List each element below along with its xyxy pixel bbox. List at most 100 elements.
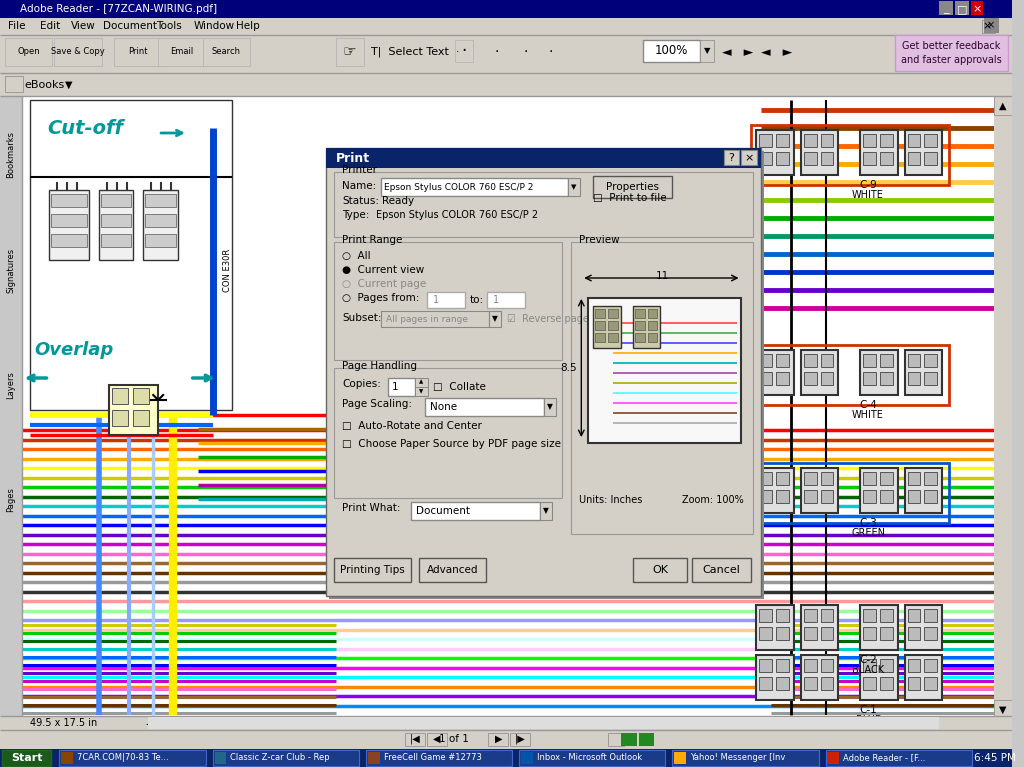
Text: ▼: ▼ (998, 705, 1007, 715)
Text: ▼: ▼ (419, 390, 423, 394)
Bar (100, 214, 131, 227)
Bar (863, 152, 876, 165)
Bar (804, 659, 816, 672)
Bar (804, 134, 816, 147)
Bar (801, 468, 839, 513)
Bar (595, 309, 605, 318)
Bar (213, 750, 358, 766)
Bar (544, 398, 556, 416)
Bar (776, 490, 788, 503)
Bar (0, 749, 1013, 767)
Text: 49.5 x 17.5 in: 49.5 x 17.5 in (30, 718, 97, 728)
Text: 11: 11 (655, 271, 669, 281)
Text: C-9: C-9 (859, 180, 877, 190)
Text: C-1: C-1 (859, 705, 877, 715)
Text: ▶: ▶ (495, 734, 502, 744)
Text: Page Scaling:: Page Scaling: (342, 399, 412, 409)
Bar (904, 605, 942, 650)
Text: Subset:: Subset: (342, 313, 382, 323)
Text: ☑  Reverse pages: ☑ Reverse pages (507, 314, 594, 324)
Bar (425, 398, 544, 416)
Text: Print Range: Print Range (342, 235, 402, 245)
Text: Pages: Pages (6, 488, 15, 512)
Bar (925, 472, 937, 485)
Text: Units: Inches: Units: Inches (580, 495, 643, 505)
Bar (925, 490, 937, 503)
Bar (455, 40, 472, 62)
Bar (100, 234, 131, 247)
Bar (639, 733, 654, 746)
Bar (647, 333, 657, 342)
Bar (880, 472, 893, 485)
Bar (61, 752, 73, 764)
Bar (863, 472, 876, 485)
Text: Epson Stylus COLOR 760 ESC/P 2: Epson Stylus COLOR 760 ESC/P 2 (376, 210, 538, 220)
Bar (145, 214, 176, 227)
Text: □: □ (956, 4, 968, 14)
Text: C-3: C-3 (859, 518, 877, 528)
Bar (907, 609, 921, 622)
Bar (0, 716, 1013, 730)
Text: Tools: Tools (157, 21, 182, 31)
Bar (203, 38, 250, 66)
Text: Print: Print (128, 48, 147, 57)
Bar (880, 372, 893, 385)
Bar (982, 20, 994, 33)
Bar (145, 194, 176, 207)
Bar (327, 148, 761, 168)
Bar (759, 134, 772, 147)
Bar (860, 350, 898, 395)
Text: Status:: Status: (342, 196, 379, 206)
Text: ▲: ▲ (419, 380, 423, 384)
Text: Cancel: Cancel (702, 565, 740, 575)
Text: Adobe Reader - [F...: Adobe Reader - [F... (844, 753, 926, 762)
Bar (334, 172, 754, 237)
Bar (820, 472, 834, 485)
Text: 8.5: 8.5 (560, 363, 577, 373)
Text: ·: · (461, 42, 466, 60)
Bar (571, 242, 754, 534)
Bar (673, 750, 818, 766)
Text: ○  Current page: ○ Current page (342, 279, 426, 289)
Text: Cut-off: Cut-off (47, 118, 124, 137)
Bar (22, 96, 993, 718)
Bar (757, 130, 794, 175)
Bar (907, 659, 921, 672)
Text: Type:: Type: (342, 210, 370, 220)
Bar (860, 605, 898, 650)
Bar (801, 655, 839, 700)
Text: Inbox - Microsoft Outlook: Inbox - Microsoft Outlook (537, 753, 642, 762)
Bar (827, 752, 840, 764)
Text: ×: × (972, 4, 981, 14)
Bar (925, 354, 937, 367)
Text: Get better feedback
and faster approvals: Get better feedback and faster approvals (901, 41, 1001, 64)
Bar (820, 354, 834, 367)
Bar (804, 677, 816, 690)
Bar (907, 627, 921, 640)
Bar (880, 659, 893, 672)
Bar (327, 148, 761, 596)
Bar (381, 311, 489, 327)
Bar (412, 502, 540, 520)
Bar (757, 350, 794, 395)
Text: _: _ (943, 4, 949, 14)
Bar (971, 1, 983, 15)
Text: □  Print to file: □ Print to file (593, 193, 667, 203)
Bar (489, 311, 501, 327)
Bar (955, 1, 969, 15)
Bar (5, 38, 52, 66)
Text: Signatures: Signatures (6, 248, 15, 292)
Text: ◀: ◀ (433, 734, 440, 744)
Bar (2, 750, 51, 766)
Bar (0, 35, 1013, 73)
Text: ☞: ☞ (343, 44, 356, 60)
Bar (820, 677, 834, 690)
Bar (904, 655, 942, 700)
Bar (427, 733, 446, 746)
Bar (415, 378, 428, 387)
Text: ?: ? (729, 153, 734, 163)
Bar (820, 372, 834, 385)
Bar (643, 40, 700, 62)
Text: Yahoo! Messenger [Inv: Yahoo! Messenger [Inv (690, 753, 785, 762)
Bar (907, 354, 921, 367)
